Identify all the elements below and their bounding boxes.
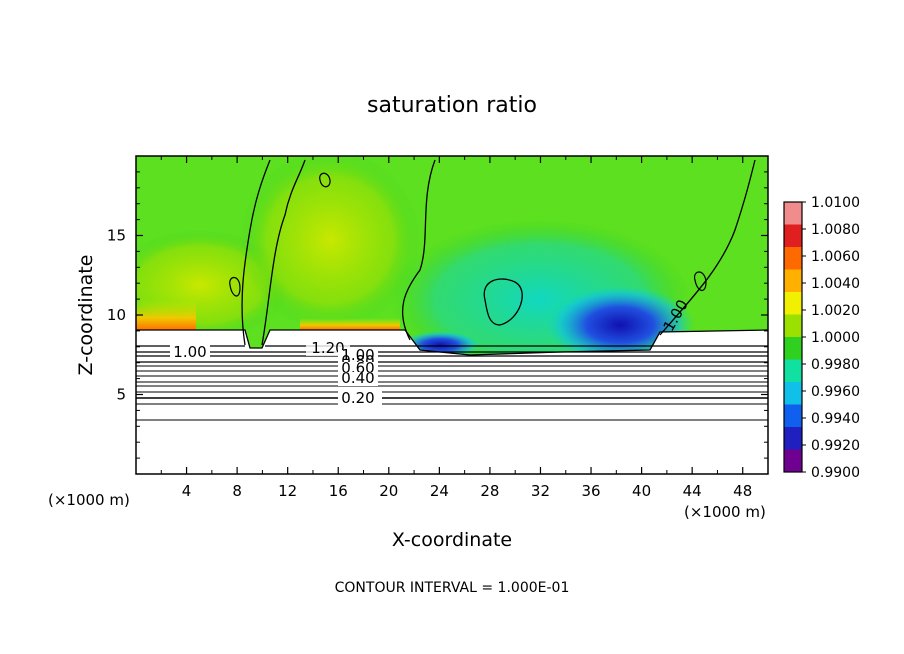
y-tick-label: 10 xyxy=(107,306,126,324)
x-tick-label: 44 xyxy=(683,482,702,500)
colorbar-swatch xyxy=(784,359,802,383)
contour-loop xyxy=(483,278,523,326)
x-tick-label: 20 xyxy=(379,482,398,500)
x-tick-label: 32 xyxy=(531,482,550,500)
y-tick-label: 15 xyxy=(107,227,126,245)
contour-label: 1.00 xyxy=(341,346,374,364)
colorbar-label: 1.0060 xyxy=(811,249,860,265)
colorbar-swatch xyxy=(784,292,802,315)
warm-band-left xyxy=(136,300,196,330)
colorbar-swatch xyxy=(784,314,802,338)
yellow-region-mid xyxy=(240,156,420,330)
contour-label: 0.40 xyxy=(341,369,374,387)
contour-line-4 xyxy=(659,159,756,336)
colorbar: 1.0100 1.0080 1.0060 1.0040 1.0020 1.0000 0.99… xyxy=(783,195,860,481)
y-tick-label: 5 xyxy=(116,386,126,404)
x-tick-label: 8 xyxy=(232,482,242,500)
colorbar-label: 1.0040 xyxy=(811,276,860,292)
y-axis: 5 10 15 xyxy=(107,171,768,459)
colorbar-swatch xyxy=(784,449,802,473)
contour-interval-note: CONTOUR INTERVAL = 1.000E-01 xyxy=(335,580,570,596)
colorbar-label: 1.0080 xyxy=(811,222,860,238)
colorbar-label: 0.9900 xyxy=(811,465,860,481)
plot-field xyxy=(136,156,768,474)
colorbar-label: 0.9960 xyxy=(811,384,860,400)
contour-line-1 xyxy=(241,159,271,346)
x-tick-label: 12 xyxy=(278,482,297,500)
contour-line-3 xyxy=(401,159,436,341)
x-tick-label: 36 xyxy=(581,482,600,500)
colorbar-swatch xyxy=(784,337,802,360)
colorbar-label: 1.0100 xyxy=(811,195,860,211)
x-axis-title: X-coordinate xyxy=(392,529,512,551)
contour-blob-3 xyxy=(693,271,707,291)
x-tick-label: 4 xyxy=(182,482,192,500)
warm-band-mid xyxy=(300,318,400,330)
colorbar-label: 1.0000 xyxy=(811,330,860,346)
colorbar-swatch xyxy=(784,269,802,293)
colorbar-swatch xyxy=(784,224,802,248)
x-multiplier-right: (×1000 m) xyxy=(684,503,766,521)
x-tick-label: 24 xyxy=(430,482,449,500)
y-axis-title: Z-coordinate xyxy=(75,255,97,376)
x-tick-label: 16 xyxy=(329,482,348,500)
contour-line-2 xyxy=(261,159,306,346)
contour-label: 1.00 xyxy=(173,343,206,361)
contour-label: 0.20 xyxy=(341,389,374,407)
colorbar-swatch xyxy=(784,247,802,270)
colorbar-label: 0.9940 xyxy=(811,411,860,427)
contour-label: 1.20 xyxy=(311,339,344,357)
contour-blob-1 xyxy=(319,172,331,188)
x-tick-label: 28 xyxy=(480,482,499,500)
contour-boundary xyxy=(136,329,768,356)
colorbar-swatch xyxy=(784,382,802,405)
contour-blob-2 xyxy=(229,276,241,297)
colorbar-label: 1.0020 xyxy=(811,303,860,319)
colorbar-swatch xyxy=(784,202,802,225)
x-tick-label: 40 xyxy=(632,482,651,500)
colorbar-swatch xyxy=(784,404,802,428)
x-axis: 4 8 12 16 20 24 28 32 36 40 44 48 xyxy=(160,156,752,500)
colorbar-swatch xyxy=(784,427,802,450)
x-tick-label: 48 xyxy=(733,482,752,500)
chart-title: saturation ratio xyxy=(367,93,537,118)
colorbar-label: 0.9920 xyxy=(811,438,860,454)
x-multiplier-left: (×1000 m) xyxy=(48,491,130,509)
horizontal-contours xyxy=(136,345,768,421)
colorbar-label: 0.9980 xyxy=(811,357,860,373)
